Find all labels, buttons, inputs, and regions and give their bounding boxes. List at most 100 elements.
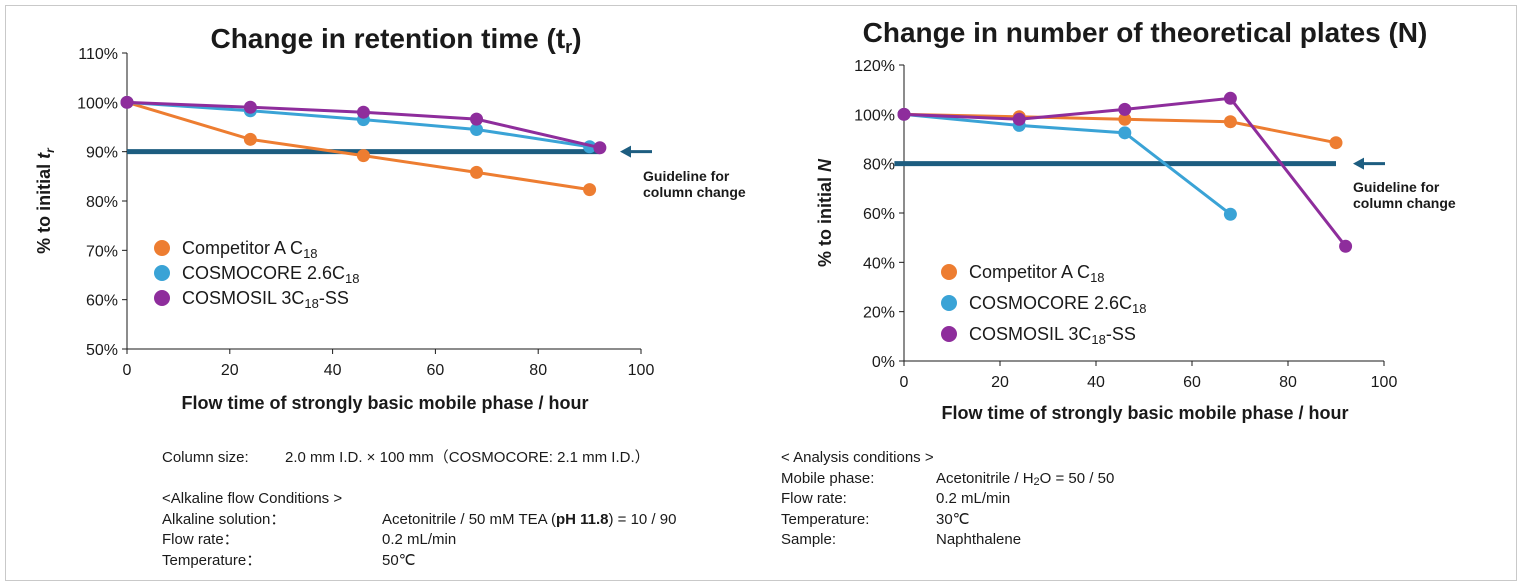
legend-label-main: Competitor A C	[969, 262, 1090, 282]
legend-label-cosmocore: COSMOCORE 2.6C18	[182, 263, 360, 286]
x-tick-label: 100	[1371, 374, 1398, 391]
legend-label-main: COSMOCORE 2.6C	[969, 293, 1132, 313]
y-tick-label: 70%	[86, 243, 118, 260]
y-axis-label-italic: N	[815, 158, 835, 172]
legend-label-sub: 18	[303, 246, 317, 261]
alkaline-temperature-label: Temperature：	[162, 551, 262, 569]
alkaline-ph: pH 11.8	[555, 510, 609, 528]
y-tick-label: 40%	[863, 255, 895, 272]
legend-label-cosmocore: COSMOCORE 2.6C18	[969, 293, 1147, 316]
data-point-competitor	[470, 165, 484, 179]
x-tick-label: 60	[1183, 374, 1201, 391]
analysis-conditions: < Analysis conditions > Mobile phase: Ac…	[781, 448, 1201, 551]
legend-label-main: COSMOCORE 2.6C	[182, 263, 345, 283]
alkaline-conditions: Column size: 2.0 mm I.D. × 100 mm（COSMOC…	[162, 448, 762, 571]
y-tick-label: 100%	[854, 107, 895, 124]
mobile-phase-row: Mobile phase: Acetonitrile / H2O = 50 / …	[781, 469, 1201, 490]
alkaline-heading: <Alkaline flow Conditions >	[162, 489, 762, 510]
data-point-cosmosil	[1223, 91, 1237, 105]
guideline-label: Guideline for	[1353, 179, 1440, 195]
guideline-label: Guideline for	[643, 168, 730, 184]
series-line-cosmocore	[903, 112, 1232, 216]
y-tick-label: 20%	[863, 305, 895, 322]
legend-label-competitor: Competitor A C18	[969, 262, 1105, 285]
analysis-flow-rate-label: Flow rate:	[781, 490, 847, 507]
y-axis-label-italic: t	[34, 152, 54, 159]
column-size-row: Column size: 2.0 mm I.D. × 100 mm（COSMOC…	[162, 448, 762, 469]
data-point-cosmosil	[120, 95, 134, 109]
x-tick-label: 20	[991, 374, 1009, 391]
alkaline-flow-rate-value: 0.2 mL/min	[382, 531, 457, 548]
data-point-cosmosil	[243, 100, 257, 114]
chart-title: Change in number of theoretical plates (…	[863, 17, 1428, 48]
x-tick-label: 20	[221, 362, 239, 379]
figure-frame	[5, 5, 1517, 581]
data-point-cosmosil	[897, 107, 911, 121]
legend-marker-cosmocore	[154, 265, 170, 281]
y-tick-label: 50%	[86, 342, 118, 359]
mobile-phase-value-post: O = 50 / 50	[1039, 469, 1115, 487]
mobile-phase-label: Mobile phase:	[781, 469, 875, 487]
y-tick-label: 60%	[86, 293, 118, 310]
analysis-flow-rate-row: Flow rate: 0.2 mL/min	[781, 489, 1201, 510]
legend-label-cosmosil: COSMOSIL 3C18-SS	[182, 288, 349, 311]
data-point-competitor	[356, 149, 370, 163]
legend-label-main: COSMOSIL 3C	[182, 288, 304, 308]
alkaline-flow-rate-label: Flow rate：	[162, 531, 239, 548]
guideline-arrow-icon	[620, 145, 631, 158]
legend-marker-cosmocore	[941, 295, 957, 311]
data-point-competitor	[1329, 136, 1343, 150]
x-tick-label: 100	[628, 362, 655, 379]
legend-marker-competitor	[941, 264, 957, 280]
y-tick-label: 80%	[86, 194, 118, 211]
alkaline-temperature-row: Temperature： 50℃	[162, 551, 762, 572]
legend-label-end: -SS	[1106, 324, 1136, 344]
data-point-cosmosil	[1118, 102, 1132, 116]
x-tick-label: 0	[900, 374, 909, 391]
analysis-temperature-label: Temperature:	[781, 510, 870, 528]
x-tick-label: 80	[1279, 374, 1297, 391]
data-point-cosmocore	[1118, 126, 1132, 140]
data-point-competitor	[1118, 112, 1132, 126]
data-point-cosmosil	[470, 112, 484, 126]
alkaline-solution-value-pre: Acetonitrile / 50 mM TEA (	[382, 510, 556, 528]
legend-label-sub: 18	[345, 271, 359, 286]
data-point-competitor	[583, 183, 597, 197]
y-tick-label: 90%	[86, 145, 118, 162]
legend-label-sub: 18	[1090, 270, 1104, 285]
alkaline-solution-row: Alkaline solution： Acetonitrile / 50 mM …	[162, 510, 762, 531]
chart-title: Change in retention time (tr)	[210, 23, 581, 57]
data-point-cosmosil	[1339, 239, 1353, 253]
data-point-competitor	[1223, 115, 1237, 129]
chart-title-text: Change in number of theoretical plates (…	[863, 17, 1428, 48]
y-axis-label-text: % to initial	[815, 172, 835, 267]
chart-title-text: Change in retention time (t	[210, 23, 565, 54]
column-size-label: Column size:	[162, 449, 249, 466]
x-tick-label: 40	[1087, 374, 1105, 391]
legend-label-sub: 18	[304, 296, 318, 311]
legend-marker-cosmosil	[941, 326, 957, 342]
alkaline-solution-value-post: ) = 10 / 90	[608, 510, 677, 528]
legend-marker-competitor	[154, 240, 170, 256]
alkaline-heading-text: <Alkaline flow Conditions >	[162, 490, 343, 507]
guideline-label: column change	[1353, 195, 1456, 211]
y-tick-label: 100%	[77, 95, 118, 112]
data-point-cosmosil	[1012, 112, 1026, 126]
x-axis-label: Flow time of strongly basic mobile phase…	[181, 393, 588, 413]
legend-label-main: Competitor A C	[182, 238, 303, 258]
x-tick-label: 80	[529, 362, 547, 379]
y-tick-label: 60%	[863, 206, 895, 223]
sample-label: Sample:	[781, 531, 837, 548]
alkaline-flow-rate-row: Flow rate： 0.2 mL/min	[162, 530, 762, 551]
alkaline-temperature-value: 50℃	[382, 551, 416, 569]
chart-1: Change in retention time (tr) 50% 60% 70% 80…	[34, 23, 746, 413]
legend-label-main: COSMOSIL 3C	[969, 324, 1091, 344]
legend-label-sub: 18	[1132, 301, 1146, 316]
column-size-value: 2.0 mm I.D. × 100 mm（COSMOCORE: 2.1 mm I…	[285, 449, 650, 466]
chart-2: Change in number of theoretical plates (…	[815, 17, 1456, 423]
analysis-heading: < Analysis conditions >	[781, 448, 1201, 469]
data-point-cosmosil	[356, 105, 370, 119]
sample-value: Naphthalene	[936, 531, 1022, 548]
mobile-phase-value-pre: Acetonitrile / H	[936, 469, 1034, 487]
